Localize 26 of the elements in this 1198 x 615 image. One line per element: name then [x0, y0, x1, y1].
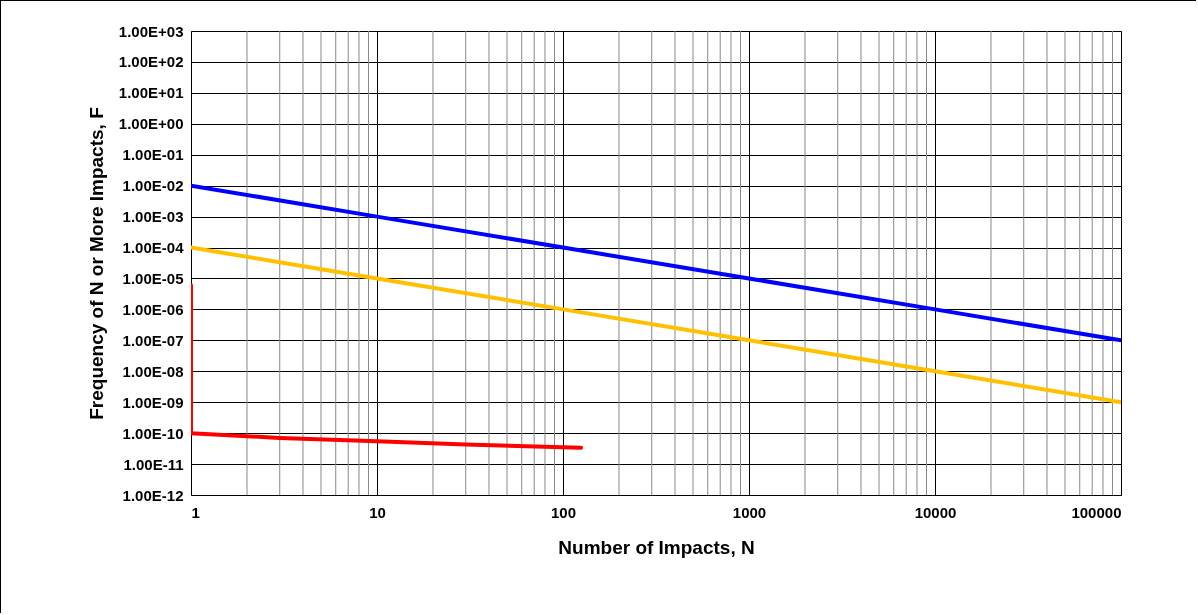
x-tick-label: 100000 [1071, 503, 1122, 521]
y-tick-label: 1.00E-04 [122, 239, 185, 257]
x-tick-label: 10 [369, 503, 386, 521]
x-tick-label: 10000 [914, 503, 957, 521]
line-series [191, 245, 1121, 405]
line-series [191, 183, 1121, 343]
y-tick-label: 1.00E-01 [122, 146, 184, 164]
y-tick-label: 1.00E+00 [118, 115, 184, 133]
x-axis-title: Number of Impacts, N [558, 536, 755, 558]
y-tick-label: 1.00E-08 [122, 362, 184, 380]
y-tick-label: 1.00E+03 [118, 22, 184, 40]
y-tick-label: 1.00E-11 [123, 455, 184, 473]
y-tick-label: 1.00E-03 [122, 208, 184, 226]
y-tick-label: 1.00E-02 [122, 177, 184, 195]
y-tick-label: 1.00E-06 [122, 300, 184, 318]
y-tick-label: 1.00E-05 [122, 269, 184, 287]
x-tick-label: 1 [191, 503, 200, 521]
y-axis-title: Frequency of N or More Impacts, F [85, 107, 107, 420]
y-tick-label: 1.00E+01 [118, 84, 184, 102]
y-tick-label: 1.00E-07 [122, 331, 184, 349]
y-tick-label: 1.00E-09 [122, 393, 184, 411]
x-tick-label: 100 [550, 503, 577, 521]
x-tick-label: 1000 [732, 503, 767, 521]
y-tick-label: 1.00E+02 [118, 53, 184, 71]
y-tick-label: 1.00E-12 [122, 486, 184, 504]
y-tick-label: 1.00E-10 [122, 424, 184, 442]
